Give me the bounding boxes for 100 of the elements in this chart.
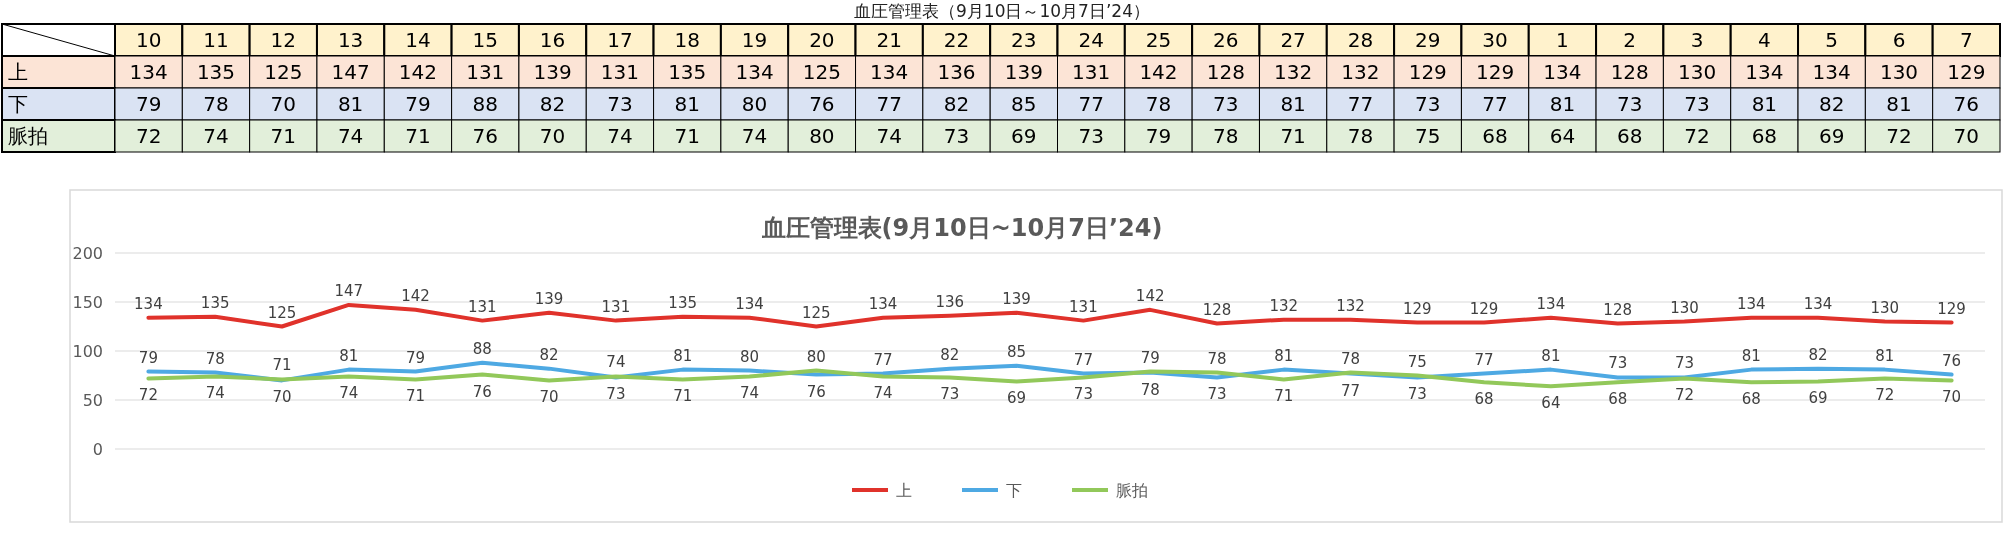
data-label: 81	[337, 92, 364, 116]
x-tick-label: 22	[943, 28, 970, 52]
x-tick-label: 23	[1011, 28, 1037, 52]
legend-label: 上	[896, 481, 912, 500]
data-label: 75	[1415, 124, 1441, 148]
data-label: 79	[135, 92, 162, 116]
data-label: 68	[1474, 390, 1494, 409]
data-label: 77	[1340, 381, 1361, 400]
data-label: 134	[735, 60, 774, 84]
data-label: 139	[1002, 289, 1031, 308]
data-label: 129	[1937, 299, 1966, 318]
data-label: 69	[1007, 389, 1027, 408]
data-label: 134	[129, 60, 168, 84]
data-label: 135	[668, 60, 707, 84]
data-label: 73	[606, 385, 626, 404]
data-label: 135	[668, 293, 697, 312]
x-tick-label: 12	[270, 28, 297, 52]
data-label: 78	[203, 92, 229, 116]
x-tick-label: 13	[337, 28, 364, 52]
data-label: 69	[1808, 389, 1828, 408]
data-label: 70	[272, 388, 292, 407]
data-label: 128	[1206, 60, 1245, 84]
data-label: 135	[196, 60, 236, 84]
data-label: 135	[200, 293, 230, 312]
data-label: 69	[1818, 124, 1845, 148]
data-label: 134	[868, 294, 898, 313]
data-label: 72	[1875, 386, 1895, 405]
data-label: 131	[466, 60, 505, 84]
data-label: 77	[873, 350, 893, 369]
data-label: 70	[1942, 388, 1962, 407]
data-label: 73	[943, 124, 970, 148]
data-label: 80	[809, 124, 835, 148]
data-label: 72	[1674, 386, 1695, 405]
data-label: 72	[1886, 124, 1912, 148]
y-tick-label: 50	[82, 391, 103, 410]
data-label: 131	[601, 297, 631, 316]
data-label: 82	[1818, 92, 1845, 116]
data-label: 130	[1879, 60, 1919, 84]
data-label: 71	[272, 356, 292, 375]
data-label: 131	[1069, 297, 1098, 316]
data-label: 129	[1403, 299, 1432, 318]
data-label: 130	[1670, 298, 1699, 317]
data-label: 73	[1684, 92, 1710, 116]
data-label: 88	[472, 339, 492, 358]
data-label: 73	[1213, 92, 1239, 116]
y-tick-label: 下	[8, 92, 28, 116]
data-label: 129	[1469, 299, 1499, 318]
data-label: 134	[1745, 60, 1784, 84]
data-label: 128	[1603, 300, 1632, 319]
data-label: 64	[1549, 124, 1576, 148]
data-label: 139	[533, 60, 572, 84]
data-label: 73	[607, 92, 633, 116]
data-label: 142	[1135, 286, 1165, 305]
x-tick-label: 19	[741, 28, 768, 52]
data-label: 71	[405, 387, 426, 406]
data-label: 81	[1875, 346, 1895, 365]
data-label: 131	[468, 297, 497, 316]
data-label: 132	[1269, 296, 1299, 315]
data-label: 82	[539, 345, 559, 364]
x-tick-label: 20	[809, 28, 835, 52]
data-label: 147	[334, 281, 364, 300]
x-tick-label: 28	[1347, 28, 1374, 52]
x-tick-label: 14	[405, 28, 431, 52]
x-tick-label: 11	[203, 28, 229, 52]
data-label: 73	[1207, 385, 1227, 404]
data-label: 82	[1808, 345, 1828, 364]
data-label: 125	[264, 60, 303, 84]
chart-title: 血圧管理表（9月10日～10月7日’24）	[854, 1, 1150, 21]
data-label: 74	[739, 384, 760, 403]
y-tick-label: 150	[72, 293, 103, 312]
data-label: 81	[1541, 346, 1561, 365]
data-label: 81	[674, 92, 700, 116]
data-label: 136	[935, 292, 965, 311]
data-label: 78	[205, 349, 225, 368]
y-tick-label: 上	[8, 60, 28, 84]
data-label: 69	[1011, 124, 1037, 148]
data-label: 68	[1617, 124, 1643, 148]
data-label: 142	[401, 286, 430, 305]
data-label: 134	[1543, 60, 1582, 84]
data-label: 76	[472, 124, 498, 148]
data-label: 76	[472, 382, 492, 401]
x-tick-label: 7	[1959, 28, 1973, 52]
data-label: 77	[1347, 92, 1374, 116]
data-label: 74	[339, 384, 359, 403]
data-label: 81	[1549, 92, 1576, 116]
data-label: 80	[739, 347, 760, 366]
data-label: 68	[1482, 124, 1508, 148]
data-label: 134	[1736, 294, 1766, 313]
data-label: 128	[1202, 300, 1232, 319]
data-label: 77	[1482, 92, 1508, 116]
data-label: 73	[1617, 92, 1643, 116]
data-label: 74	[607, 124, 633, 148]
data-label: 136	[937, 60, 976, 84]
data-label: 73	[1608, 354, 1628, 373]
x-tick-label: 25	[1145, 28, 1172, 52]
data-label: 79	[405, 92, 431, 116]
data-label: 88	[472, 92, 498, 116]
data-label: 74	[203, 124, 229, 148]
data-label: 76	[1953, 92, 1980, 116]
x-tick-label: 21	[876, 28, 902, 52]
